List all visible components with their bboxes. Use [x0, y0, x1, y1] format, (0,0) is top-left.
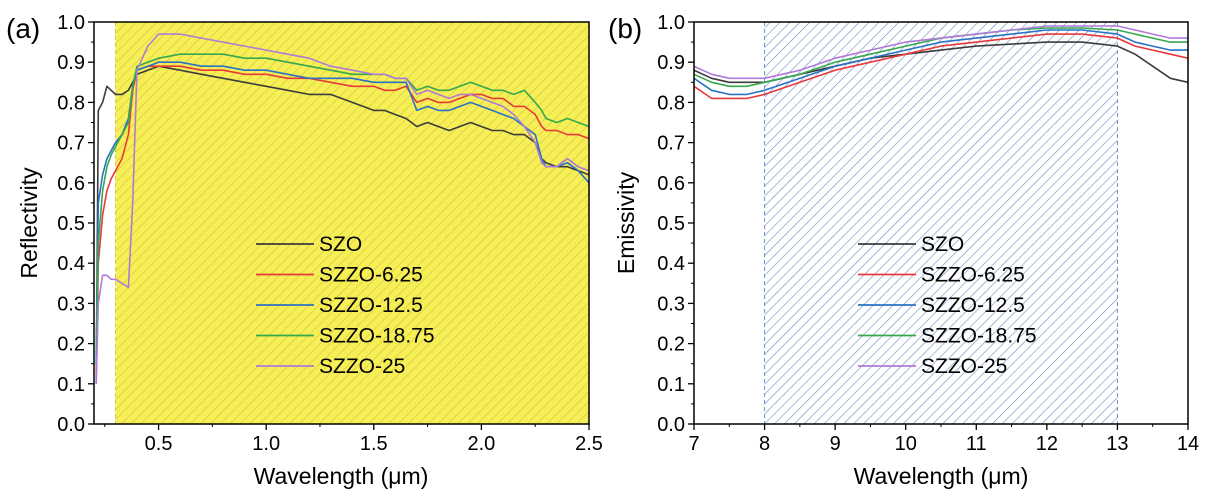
y-tick-label: 0.0 — [657, 414, 685, 436]
panel-b-legend: SZO SZZO-6.25 SZZO-12.5 SZZO-18.75 SZZO-25 — [858, 233, 1037, 378]
y-tick-label: 0.4 — [657, 253, 685, 275]
legend-label: SZZO-6.25 — [921, 264, 1025, 287]
series-line-szzo-6-25 — [694, 33, 1188, 100]
y-tick-label: 0.3 — [57, 293, 85, 315]
legend-label: SZZO-12.5 — [319, 294, 423, 317]
panel-b-label: (b) — [608, 13, 642, 44]
legend-label: SZZO-25 — [319, 355, 405, 378]
x-tick-label: 14 — [1177, 433, 1199, 455]
panel-a-legend: SZO SZZO-6.25 SZZO-12.5 SZZO-18.75 SZZO-25 — [256, 233, 435, 378]
x-tick-label: 7 — [688, 433, 699, 455]
y-tick-label: 0.6 — [657, 173, 685, 195]
x-tick-label: 1.0 — [252, 433, 280, 455]
x-tick-label: 12 — [1036, 433, 1058, 455]
y-tick-label: 0.1 — [57, 374, 85, 396]
legend-label: SZZO-6.25 — [319, 264, 423, 287]
legend-label: SZZO-12.5 — [921, 294, 1025, 317]
x-tick-label: 2.5 — [575, 433, 603, 455]
legend-label: SZZO-18.75 — [921, 325, 1037, 348]
y-tick-label: 0.7 — [57, 133, 85, 155]
x-tick-label: 10 — [895, 433, 917, 455]
panel-b: (b) Emissivity Wavelength (μm) 7 8 9 10 11 12… — [608, 12, 1199, 489]
x-tick-label: 1.5 — [360, 433, 388, 455]
y-tick-label: 0.4 — [57, 253, 85, 275]
y-tick-label: 0.9 — [657, 52, 685, 74]
panel-a-label: (a) — [6, 13, 40, 44]
y-tick-label: 0.2 — [57, 334, 85, 356]
panel-a-ticks: 0.5 1.0 1.5 2.0 2.5 0.0 0.1 0.2 0.3 0.4 0.5 0.6 0.7 0… — [57, 12, 603, 455]
series-line-szo — [694, 41, 1188, 84]
y-tick-label: 0.3 — [657, 293, 685, 315]
legend-label: SZZO-18.75 — [319, 325, 435, 348]
panel-b-ticks: 7 8 9 10 11 12 13 14 0.0 0.1 0.2 0.3 0.4 0.5 0.6 0.7 0.8… — [657, 12, 1199, 455]
y-tick-label: 0.6 — [57, 173, 85, 195]
x-tick-label: 9 — [830, 433, 841, 455]
panel-b-xlabel: Wavelength (μm) — [854, 463, 1029, 489]
y-tick-label: 0.5 — [657, 213, 685, 235]
series-line-szo — [95, 65, 589, 384]
panel-a: (a) Reflectivity Wavelength (μm) 0.5 1.0 1… — [6, 12, 603, 489]
panel-b-ylabel: Emissivity — [613, 171, 639, 274]
y-tick-label: 0.2 — [657, 334, 685, 356]
series-line-szzo-25 — [95, 33, 589, 384]
y-tick-label: 0.8 — [657, 92, 685, 114]
x-tick-label: 0.5 — [145, 433, 173, 455]
series-line-szzo-6-25 — [95, 65, 589, 376]
legend-label: SZO — [921, 233, 964, 256]
y-tick-label: 0.1 — [657, 374, 685, 396]
x-tick-label: 13 — [1106, 433, 1128, 455]
panel-a-shaded-region — [115, 22, 590, 424]
panel-b-shaded-region — [764, 22, 1118, 424]
legend-label: SZZO-25 — [921, 355, 1007, 378]
x-tick-label: 11 — [966, 433, 987, 455]
panel-a-ylabel: Reflectivity — [16, 167, 42, 279]
x-tick-label: 8 — [759, 433, 770, 455]
panel-a-series — [95, 33, 589, 384]
panel-a-xlabel: Wavelength (μm) — [254, 463, 429, 489]
series-line-szzo-25 — [694, 25, 1188, 80]
y-tick-label: 0.0 — [57, 414, 85, 436]
y-tick-label: 0.8 — [57, 92, 85, 114]
y-tick-label: 1.0 — [57, 12, 85, 34]
series-line-szzo-12-5 — [694, 29, 1188, 96]
y-tick-label: 0.9 — [57, 52, 85, 74]
x-tick-label: 2.0 — [467, 433, 495, 455]
y-tick-label: 0.7 — [657, 133, 685, 155]
y-tick-label: 1.0 — [657, 12, 685, 34]
legend-label: SZO — [319, 233, 362, 256]
shaded-region-fill — [764, 22, 1118, 424]
y-tick-label: 0.5 — [57, 213, 85, 235]
shaded-region-fill — [115, 22, 590, 424]
panel-b-series — [694, 25, 1188, 100]
